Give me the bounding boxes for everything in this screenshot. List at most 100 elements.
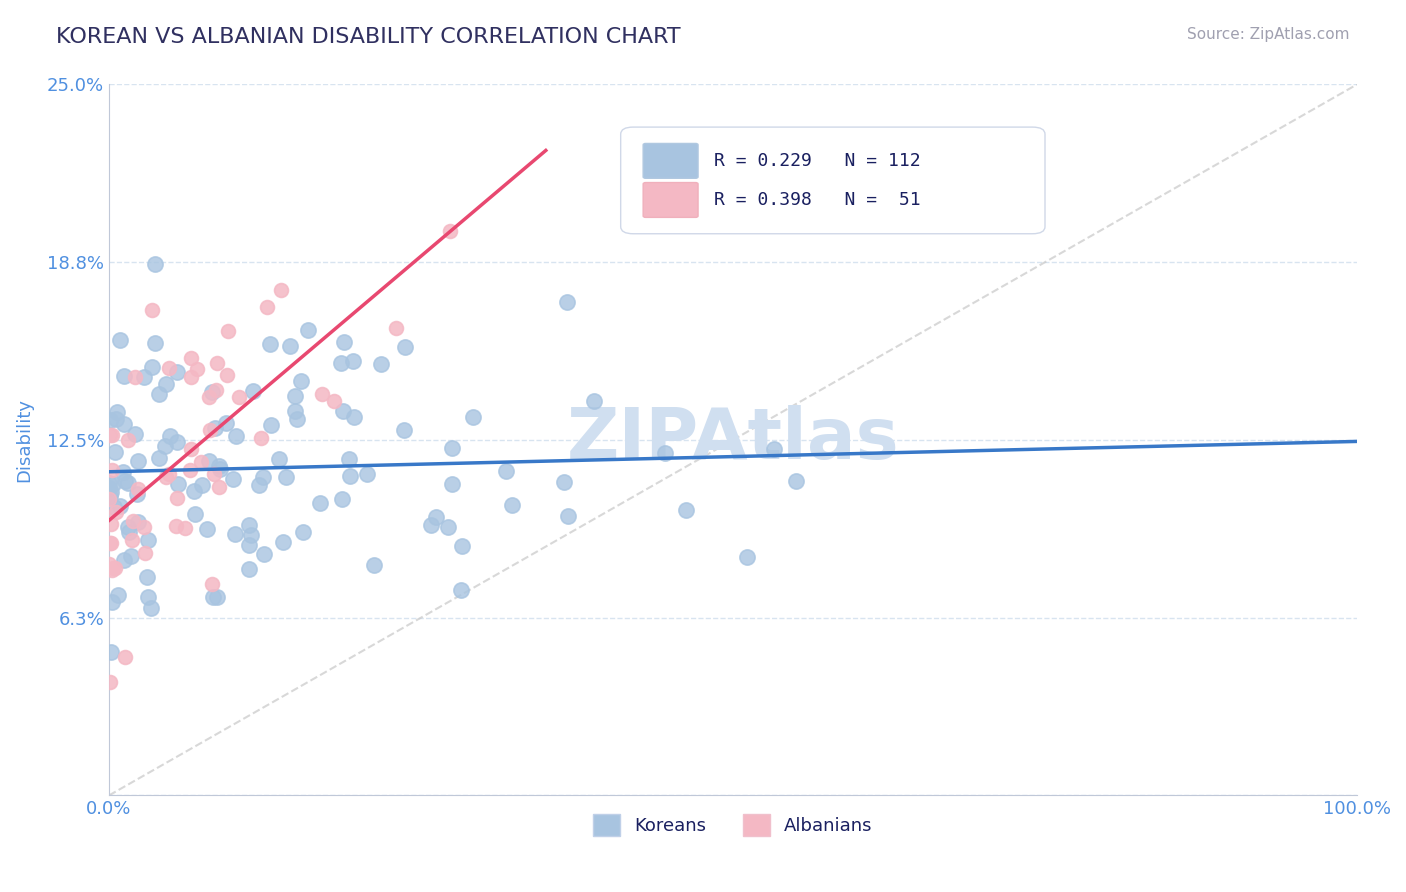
Point [98,489,121,503]
Point [108,334,131,348]
Point [202,467,225,482]
Point [270,283,292,297]
Point [228,390,250,404]
Point [136,590,159,604]
Point [100,536,122,550]
Point [441,476,464,491]
Point [222,472,245,486]
Point [330,491,353,506]
Point [215,368,238,382]
Point [451,539,474,553]
Point [501,499,523,513]
Point [118,524,141,539]
Point [107,405,129,419]
Point [98,557,121,571]
Point [557,508,579,523]
Point [134,545,156,559]
Point [249,478,271,492]
Point [100,484,122,499]
Point [179,463,201,477]
Point [98,674,121,689]
Point [239,527,262,541]
Point [100,517,122,532]
Point [274,469,297,483]
Point [166,491,188,505]
Point [98,491,121,506]
Point [322,394,344,409]
Point [385,321,408,335]
Point [654,446,676,460]
Point [198,453,221,467]
Point [143,257,166,271]
Point [436,519,458,533]
Point [735,549,758,564]
Point [117,520,139,534]
Point [330,356,353,370]
Point [208,462,231,476]
Point [284,389,307,403]
Point [101,595,124,609]
Point [356,467,378,482]
Point [180,351,202,366]
Point [103,477,125,491]
Point [101,428,124,442]
Point [224,527,246,541]
Point [143,335,166,350]
Point [127,516,149,530]
Point [98,475,121,490]
Text: R = 0.229   N = 112: R = 0.229 N = 112 [714,153,921,170]
Y-axis label: Disability: Disability [15,398,32,482]
Point [762,442,785,457]
Point [205,590,228,604]
Point [134,370,156,384]
Point [103,500,125,514]
Point [127,482,149,496]
Point [332,403,354,417]
Point [190,478,212,492]
Point [204,383,226,397]
Point [260,417,283,432]
Point [183,508,205,522]
Point [450,582,472,597]
Point [208,480,231,494]
Point [225,429,247,443]
Point [273,535,295,549]
Point [441,442,464,456]
Point [425,509,447,524]
Point [100,413,122,427]
Point [100,645,122,659]
Point [285,412,308,426]
Point [419,517,441,532]
Point [100,463,122,477]
Point [155,376,177,391]
Point [117,476,139,491]
Point [252,470,274,484]
Point [675,503,697,517]
Point [117,433,139,447]
Point [121,514,143,528]
Point [100,536,122,550]
Point [112,369,135,384]
Point [253,547,276,561]
Point [337,452,360,467]
Point [112,553,135,567]
Point [217,324,239,338]
FancyBboxPatch shape [643,183,697,218]
Point [342,354,364,368]
Point [127,487,149,501]
Point [127,454,149,468]
Point [339,469,361,483]
Point [136,533,159,547]
Point [183,484,205,499]
Point [190,455,212,469]
Point [104,444,127,458]
Point [104,561,127,575]
Point [290,374,312,388]
FancyBboxPatch shape [620,127,1045,234]
Text: KOREAN VS ALBANIAN DISABILITY CORRELATION CHART: KOREAN VS ALBANIAN DISABILITY CORRELATIO… [56,27,681,46]
Point [200,423,222,437]
Legend: Koreans, Albanians: Koreans, Albanians [586,806,880,843]
Point [259,336,281,351]
Point [297,323,319,337]
Point [197,390,219,404]
